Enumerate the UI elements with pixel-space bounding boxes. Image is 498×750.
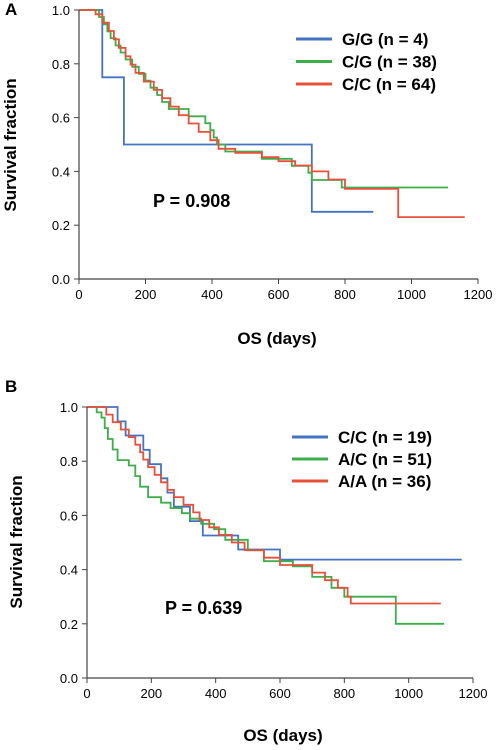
y-tick-label: 0.8 <box>52 57 70 72</box>
x-axis-label: OS (days) <box>243 726 322 745</box>
axis-lines <box>78 10 478 280</box>
y-tick-label: 0.2 <box>52 218 70 233</box>
y-tick-label: 0.6 <box>52 111 70 126</box>
x-tick-label: 200 <box>140 686 162 701</box>
x-tick-label: 0 <box>83 686 90 701</box>
x-tick-label: 200 <box>135 287 157 302</box>
y-tick-label: 0.6 <box>60 508 78 523</box>
x-tick-label: 800 <box>333 686 355 701</box>
axis-ticks: 0 200 400 600 800 1000 1200 0.0 0.2 0.4 0.6 0.8 1.0 <box>52 3 493 302</box>
axis-ticks: 0 200 400 600 800 1000 1200 0.0 0.2 0.4 0.6 0.8 1.0 <box>60 400 488 701</box>
x-tick-label: 800 <box>334 287 356 302</box>
legend-label: G/G (n = 4) <box>342 30 428 49</box>
survival-curves <box>87 406 462 625</box>
panel-a: A Survival fraction OS (days) P = 0.908 … <box>1 0 492 348</box>
x-tick-label: 400 <box>201 287 223 302</box>
x-tick-label: 1200 <box>459 686 488 701</box>
y-tick-label: 0.4 <box>60 563 78 578</box>
p-value-annotation: P = 0.639 <box>165 598 242 618</box>
y-tick-label: 0.0 <box>60 671 78 686</box>
x-tick-label: 600 <box>268 287 290 302</box>
legend-label: C/C (n = 64) <box>342 75 436 94</box>
legend-label: A/C (n = 51) <box>338 450 432 469</box>
x-tick-label: 0 <box>75 287 82 302</box>
panel-b: B Survival fraction OS (days) P = 0.639 … <box>5 377 487 745</box>
x-tick-label: 600 <box>269 686 291 701</box>
x-axis-label: OS (days) <box>237 329 316 348</box>
y-tick-label: 0.2 <box>60 617 78 632</box>
x-tick-label: 1000 <box>394 686 423 701</box>
y-axis-label: Survival fraction <box>7 475 26 608</box>
survival-curves <box>79 9 465 218</box>
panel-label: A <box>5 0 17 19</box>
legend-label: C/G (n = 38) <box>342 53 437 72</box>
p-value-annotation: P = 0.908 <box>153 191 230 211</box>
y-tick-label: 0.4 <box>52 164 70 179</box>
legend: G/G (n = 4) C/G (n = 38) C/C (n = 64) <box>296 30 437 94</box>
legend-label: C/C (n = 19) <box>338 428 432 447</box>
legend: C/C (n = 19) A/C (n = 51) A/A (n = 36) <box>292 428 432 491</box>
survival-curve-series-3 <box>87 406 441 605</box>
survival-curve-series-2 <box>87 406 445 625</box>
x-tick-label: 1200 <box>464 287 493 302</box>
legend-label: A/A (n = 36) <box>338 472 431 491</box>
x-tick-label: 1000 <box>397 287 426 302</box>
y-tick-label: 0.8 <box>60 454 78 469</box>
axis-lines <box>86 407 473 679</box>
x-tick-label: 400 <box>205 686 227 701</box>
y-tick-label: 1.0 <box>52 3 70 18</box>
survival-curve-series-3 <box>79 9 465 218</box>
panel-label: B <box>5 377 17 396</box>
y-tick-label: 0.0 <box>52 272 70 287</box>
y-axis-label: Survival fraction <box>1 78 20 211</box>
y-tick-label: 1.0 <box>60 400 78 415</box>
